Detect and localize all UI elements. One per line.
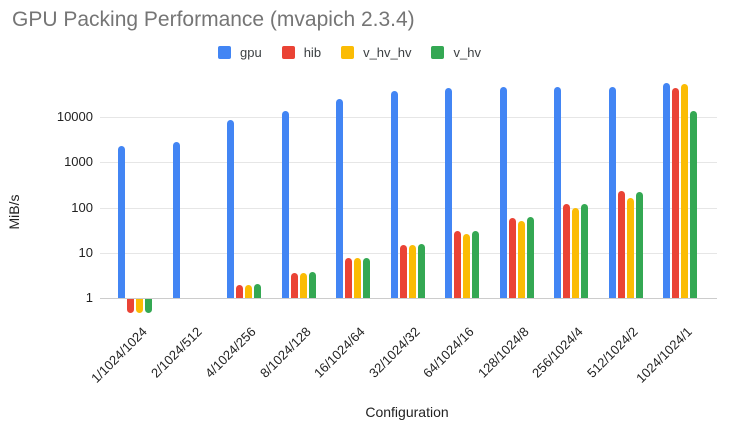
bar-hib[interactable]	[345, 258, 353, 298]
legend-item-v_hv_hv[interactable]: v_hv_hv	[341, 45, 411, 60]
bar-v_hv_hv[interactable]	[681, 84, 689, 298]
bar-gpu[interactable]	[663, 83, 670, 298]
legend-label: hib	[303, 45, 322, 60]
legend-item-hib[interactable]: hib	[281, 45, 322, 60]
x-tick-label: 64/1024/16	[420, 324, 478, 381]
legend-label: gpu	[240, 45, 262, 60]
x-tick-label: 4/1024/256	[202, 324, 260, 381]
bar-v_hv[interactable]	[363, 257, 371, 298]
bar-v_hv_hv[interactable]	[299, 272, 307, 298]
bar-v_hv_hv[interactable]	[408, 244, 416, 298]
bar-hib[interactable]	[399, 244, 407, 298]
y-tick-label: 10	[78, 244, 93, 260]
gridline	[100, 252, 717, 254]
bar-hib[interactable]	[617, 190, 625, 298]
bar-hib[interactable]	[508, 218, 516, 298]
x-tick-label: 2/1024/512	[147, 324, 205, 381]
x-tick-label: 1/1024/1024	[88, 324, 151, 386]
legend-swatch-icon	[431, 46, 445, 59]
legend-swatch-icon	[218, 46, 231, 59]
legend-label: v_hv	[453, 45, 481, 60]
bar-gpu[interactable]	[499, 87, 507, 298]
bar-v_hv_hv[interactable]	[245, 285, 253, 298]
bar-hib[interactable]	[454, 231, 462, 298]
legend-swatch-icon	[281, 46, 295, 59]
bar-gpu[interactable]	[336, 98, 343, 298]
bar-v_hv[interactable]	[581, 203, 589, 298]
legend-item-gpu[interactable]: gpu	[218, 45, 262, 60]
bar-v_hv_hv[interactable]	[463, 233, 471, 298]
bar-v_hv[interactable]	[635, 192, 643, 298]
x-tick-label: 16/1024/64	[311, 324, 369, 381]
bar-v_hv[interactable]	[472, 230, 480, 298]
bar-v_hv_hv[interactable]	[572, 208, 580, 298]
y-axis-title: MiB/s	[6, 194, 22, 230]
gridline	[100, 298, 717, 299]
bar-v_hv[interactable]	[690, 111, 698, 298]
bar-hib[interactable]	[236, 285, 244, 298]
bar-v_hv_hv[interactable]	[626, 198, 634, 298]
x-axis-title: Configuration	[365, 404, 449, 420]
gridline	[100, 117, 717, 118]
y-tick-label: 100	[71, 199, 93, 215]
bar-v_hv[interactable]	[417, 244, 425, 298]
bar-gpu[interactable]	[227, 120, 234, 298]
x-tick-label: 512/1024/2	[583, 324, 641, 381]
bar-gpu[interactable]	[608, 87, 616, 298]
bar-gpu[interactable]	[390, 91, 398, 298]
bar-gpu[interactable]	[118, 146, 125, 298]
bar-gpu[interactable]	[172, 142, 180, 298]
bar-gpu[interactable]	[445, 87, 452, 298]
bar-hib[interactable]	[563, 204, 571, 298]
legend-item-v_hv[interactable]: v_hv	[431, 45, 481, 60]
y-tick-label: 1000	[64, 154, 93, 170]
legend: gpu hib v_hv_hv v_hv	[218, 45, 481, 60]
bar-hib[interactable]	[127, 299, 135, 313]
y-tick-label: 10000	[56, 109, 93, 124]
bar-gpu[interactable]	[281, 111, 289, 298]
bar-hib[interactable]	[672, 87, 680, 298]
x-tick-label: 8/1024/128	[256, 324, 314, 381]
x-tick-label: 32/1024/32	[365, 324, 423, 381]
bar-v_hv_hv[interactable]	[517, 220, 525, 298]
chart-title: GPU Packing Performance (mvapich 2.3.4)	[12, 8, 415, 31]
legend-swatch-icon	[341, 46, 355, 59]
bar-gpu[interactable]	[554, 86, 561, 298]
y-tick-label: 1	[85, 290, 93, 305]
bar-v_hv[interactable]	[254, 284, 262, 298]
bar-v_hv[interactable]	[145, 299, 153, 313]
x-tick-label: 128/1024/8	[474, 324, 532, 381]
legend-label: v_hv_hv	[363, 45, 412, 60]
gridline	[100, 207, 717, 209]
bar-v_hv[interactable]	[308, 271, 316, 298]
x-tick-label: 256/1024/4	[529, 324, 587, 381]
x-tick-label: 1024/1024/1	[633, 324, 696, 386]
gridline	[100, 162, 717, 164]
bar-hib[interactable]	[290, 272, 298, 298]
bar-v_hv_hv[interactable]	[354, 258, 362, 298]
bar-v_hv_hv[interactable]	[136, 299, 144, 313]
bar-v_hv[interactable]	[526, 217, 534, 298]
